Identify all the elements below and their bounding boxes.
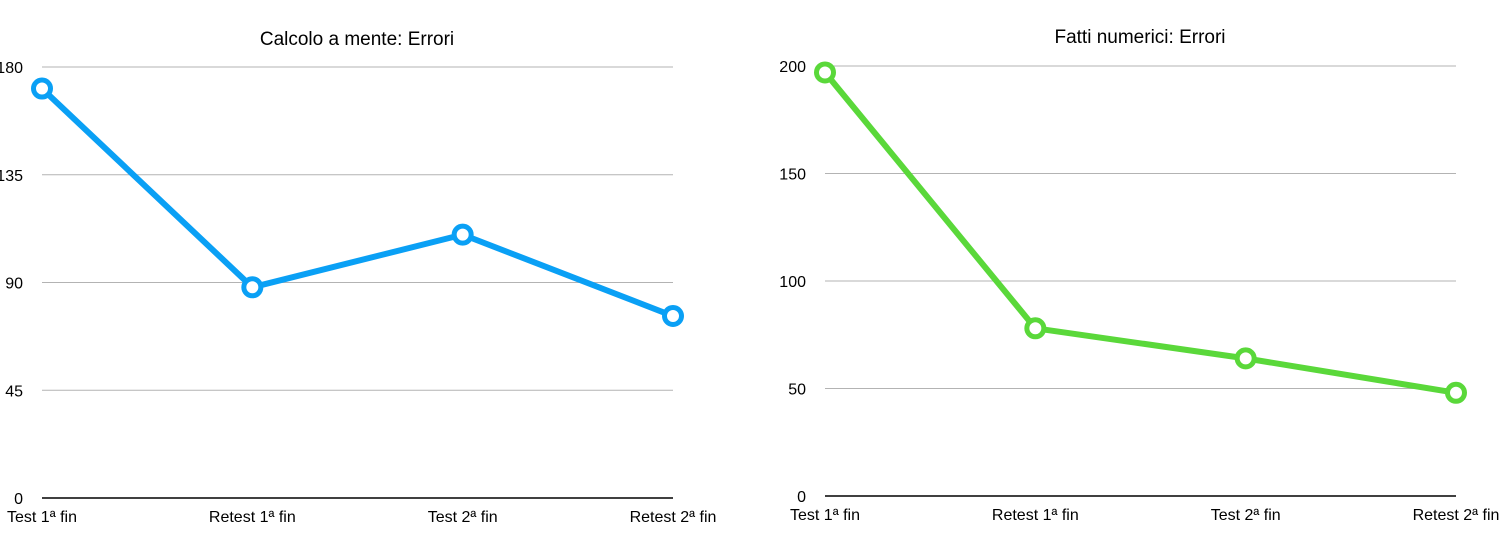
y-tick-label: 100 xyxy=(779,274,806,291)
y-tick-label: 200 xyxy=(779,59,806,76)
y-tick-label: 0 xyxy=(14,491,23,508)
x-tick-label: Retest 1ª fin xyxy=(209,509,296,526)
chart-title: Calcolo a mente: Errori xyxy=(260,29,454,50)
y-tick-label: 50 xyxy=(788,382,806,399)
x-tick-label: Test 1ª fin xyxy=(7,509,77,526)
x-tick-label: Test 2ª fin xyxy=(428,509,498,526)
data-point xyxy=(814,61,836,84)
data-point xyxy=(1234,347,1257,370)
data-point xyxy=(1445,381,1467,404)
data-point xyxy=(1024,317,1047,340)
x-tick-label: Retest 2ª fin xyxy=(1413,507,1500,524)
data-point xyxy=(241,276,264,299)
chart-calcolo-a-mente: Calcolo a mente: Errori 0 45 90 135 180 Test … xyxy=(0,29,716,526)
y-tick-label: 180 xyxy=(0,60,23,77)
y-tick-label: 0 xyxy=(797,489,806,506)
series-line xyxy=(822,69,1459,396)
x-tick-label: Test 2ª fin xyxy=(1211,507,1281,524)
y-tick-label: 135 xyxy=(0,168,23,185)
data-point xyxy=(31,77,53,100)
x-tick-label: Retest 1ª fin xyxy=(992,507,1079,524)
chart-fatti-numerici: Fatti numerici: Errori 0 50 100 150 200 Test … xyxy=(779,27,1499,524)
y-tick-label: 150 xyxy=(779,167,806,184)
data-point xyxy=(451,223,474,246)
data-point xyxy=(662,305,684,328)
y-tick-label: 90 xyxy=(5,276,23,293)
series-line xyxy=(39,85,676,320)
x-tick-label: Retest 2ª fin xyxy=(630,509,717,526)
chart-title: Fatti numerici: Errori xyxy=(1054,27,1225,48)
y-tick-label: 45 xyxy=(5,383,23,400)
x-tick-label: Test 1ª fin xyxy=(790,507,860,524)
